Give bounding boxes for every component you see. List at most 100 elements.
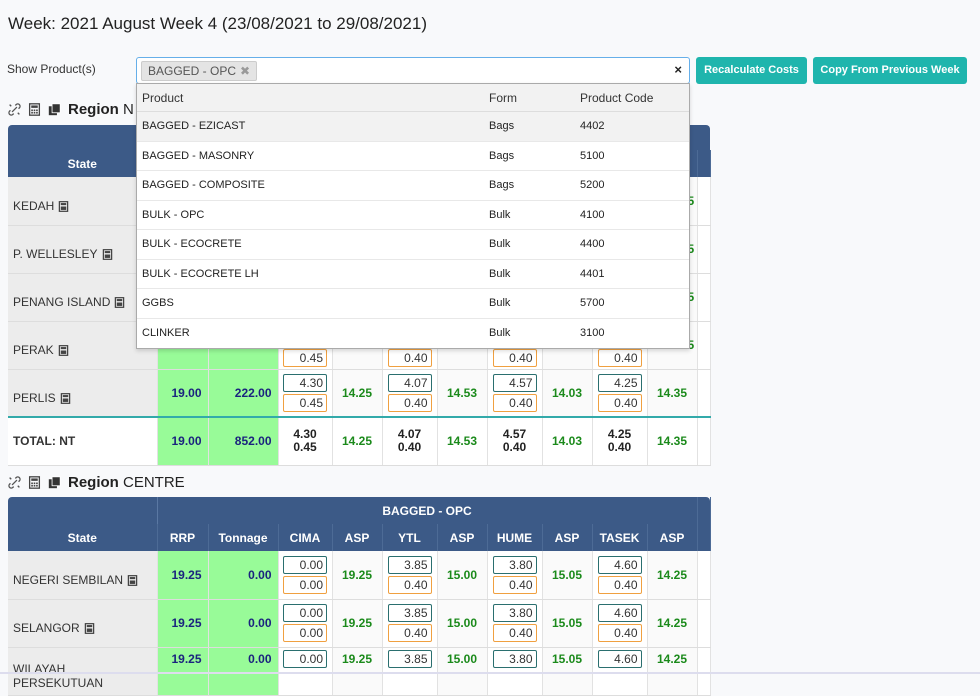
dropdown-option[interactable]: BAGGED - EZICAST Bags 4402 [137, 112, 689, 142]
tasek-cost-input[interactable]: 4.25 [597, 373, 642, 392]
asp-header[interactable]: ASP [332, 524, 383, 551]
rrp-cell: 19.25 [157, 599, 209, 648]
calculator-icon[interactable] [60, 393, 71, 405]
ytl-cost-input[interactable]: 4.07 [387, 373, 432, 392]
calculator-icon[interactable] [127, 575, 138, 587]
option-product: BULK - OPC [142, 208, 205, 221]
hume-header[interactable]: HUME [487, 524, 543, 551]
asp-cell: 14.25 [332, 369, 383, 418]
total-asp: 14.53 [437, 416, 488, 466]
tonnage-cell: 0.00 [208, 599, 279, 648]
ytl-transport-input[interactable]: 0.40 [387, 393, 432, 412]
hume-cost-input[interactable]: 3.80 [492, 649, 537, 668]
unlink-icon[interactable] [8, 476, 21, 489]
tasek-cost-input[interactable]: 4.60 [597, 604, 642, 622]
dropdown-option[interactable]: BAGGED - MASONRY Bags 5100 [137, 142, 689, 171]
option-code: 4400 [580, 238, 605, 251]
copy-from-previous-week-button[interactable]: Copy From Previous Week [813, 57, 967, 84]
cima-transport-input[interactable]: 0.45 [283, 348, 327, 367]
asp-header[interactable]: ASP [437, 524, 488, 551]
total-ytl-transport: 0.40 [397, 440, 422, 455]
calculator-icon[interactable] [28, 476, 41, 489]
product-select[interactable]: BAGGED - OPC ✖ × [136, 57, 690, 84]
tasek-header[interactable]: TASEK [592, 524, 648, 551]
dropdown-option[interactable]: GGBS Bulk 5700 [137, 289, 689, 319]
option-product: BULK - ECOCRETE LH [142, 267, 259, 280]
state-name: P. WELLESLEY [13, 247, 98, 261]
ytl-cost-input[interactable]: 3.85 [387, 649, 432, 668]
tasek-cost-input[interactable]: 4.60 [597, 555, 642, 574]
remove-tag-icon[interactable]: ✖ [240, 64, 251, 78]
cima-cost-input[interactable]: 4.30 [283, 373, 327, 392]
ytl-transport-input[interactable]: 0.40 [387, 348, 432, 367]
dropdown-option[interactable]: BULK - OPC Bulk 4100 [137, 201, 689, 230]
asp-cell: 15.05 [542, 599, 593, 648]
hume-transport-input[interactable]: 0.40 [492, 348, 537, 367]
state-name: NEGERI SEMBILAN [13, 572, 124, 587]
rrp-cell: 19.25 [157, 647, 209, 696]
cima-transport-input[interactable]: 0.00 [283, 624, 327, 642]
option-code: 5200 [580, 179, 605, 192]
tasek-transport-input[interactable]: 0.40 [597, 624, 642, 642]
asp-header[interactable]: ASP [542, 524, 593, 551]
recalculate-costs-button[interactable]: Recalculate Costs [696, 57, 807, 84]
state-header[interactable]: State [8, 524, 158, 551]
dropdown-option[interactable]: BAGGED - COMPOSITE Bags 5200 [137, 171, 689, 201]
dropdown-option[interactable]: BULK - ECOCRETE Bulk 4400 [137, 230, 689, 260]
asp-header[interactable]: ASP [647, 524, 698, 551]
ytl-transport-input[interactable]: 0.40 [387, 624, 432, 642]
tasek-cost-input[interactable]: 4.60 [597, 649, 642, 668]
hume-transport-input[interactable]: 0.40 [492, 393, 537, 412]
ytl-header[interactable]: YTL [382, 524, 438, 551]
copy-icon[interactable] [48, 476, 61, 489]
table-row: NEGERI SEMBILAN 19.25 0.00 0.00 0.00 19.25 3.8… [8, 551, 711, 600]
clear-selection-icon[interactable]: × [674, 62, 682, 77]
cima-cost-input[interactable]: 0.00 [283, 604, 327, 622]
cima-cost-input[interactable]: 0.00 [283, 555, 327, 574]
asp-cell: 14.03 [542, 369, 593, 418]
option-code: 4100 [580, 208, 605, 221]
calculator-icon[interactable] [84, 623, 95, 635]
asp-cell: 14.53 [437, 369, 488, 418]
calculator-icon[interactable] [28, 103, 41, 116]
option-form: Bags [489, 149, 515, 162]
calculator-icon[interactable] [58, 345, 69, 357]
tonnage-header[interactable]: Tonnage [208, 524, 279, 551]
state-name: PERAK [13, 343, 54, 357]
ytl-transport-input[interactable]: 0.40 [387, 575, 432, 594]
option-product: BAGGED - MASONRY [142, 149, 255, 162]
state-header[interactable]: State [8, 150, 158, 177]
unlink-icon[interactable] [8, 103, 21, 116]
cima-header[interactable]: CIMA [278, 524, 333, 551]
dropdown-option[interactable]: CLINKER Bulk 3100 [137, 319, 689, 349]
total-tasek: 4.25 [607, 427, 632, 442]
hume-cost-input[interactable]: 3.80 [492, 604, 537, 622]
tasek-transport-input[interactable]: 0.40 [597, 575, 642, 594]
option-form: Bulk [489, 267, 511, 280]
tasek-transport-input[interactable]: 0.40 [597, 393, 642, 412]
calculator-icon[interactable] [102, 249, 113, 261]
table-row: PERLIS 19.00 222.00 4.30 0.45 14.25 4.07 0.40 14… [8, 369, 711, 418]
cima-cost-input[interactable]: 0.00 [283, 649, 327, 668]
hume-cost-input[interactable]: 4.57 [492, 373, 537, 392]
hume-transport-input[interactable]: 0.40 [492, 575, 537, 594]
copy-icon[interactable] [48, 103, 61, 116]
hume-cost-input[interactable]: 3.80 [492, 555, 537, 574]
calculator-icon[interactable] [58, 201, 69, 213]
option-code: 3100 [580, 327, 605, 340]
cima-transport-input[interactable]: 0.00 [283, 575, 327, 594]
bottom-divider [0, 672, 980, 674]
rrp-header[interactable]: RRP [157, 524, 209, 551]
asp-cell: 19.25 [332, 647, 383, 696]
hume-transport-input[interactable]: 0.40 [492, 624, 537, 642]
ytl-cost-input[interactable]: 3.85 [387, 555, 432, 574]
option-code: 4402 [580, 120, 605, 133]
tasek-transport-input[interactable]: 0.40 [597, 348, 642, 367]
dropdown-option[interactable]: BULK - ECOCRETE LH Bulk 4401 [137, 260, 689, 289]
option-code: 5100 [580, 149, 605, 162]
region-centre-table: BAGGED - OPC State RRP Tonnage CIMA ASP … [8, 497, 711, 696]
region-north-prefix: Region [68, 101, 119, 118]
ytl-cost-input[interactable]: 3.85 [387, 604, 432, 622]
calculator-icon[interactable] [114, 297, 125, 309]
cima-transport-input[interactable]: 0.45 [283, 393, 327, 412]
